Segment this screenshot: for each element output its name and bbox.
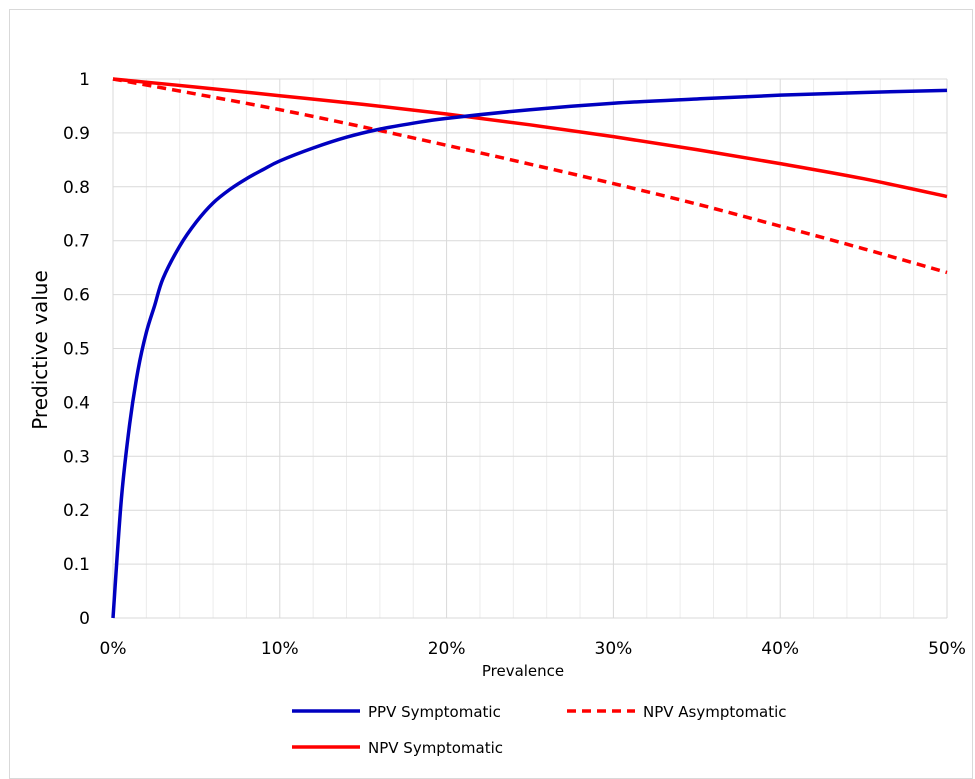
x-tick-label: 40%: [761, 639, 799, 659]
y-axis-title: Predictive value: [28, 270, 52, 430]
x-tick-label: 10%: [261, 639, 299, 659]
y-tick-label: 0.3: [63, 447, 90, 467]
legend-label-ppv-symptomatic: PPV Symptomatic: [368, 703, 501, 721]
x-tick-label: 50%: [928, 639, 966, 659]
x-axis-title: Prevalence: [482, 662, 564, 680]
x-tick-label: 0%: [100, 639, 127, 659]
chart-frame: [9, 9, 973, 779]
y-tick-label: 0.2: [63, 501, 90, 521]
y-tick-label: 0.9: [63, 124, 90, 144]
series-line-npv-asymptomatic: [112, 77, 948, 275]
legend-label-npv-asymptomatic: NPV Asymptomatic: [643, 703, 787, 721]
y-tick-label: 0: [79, 609, 90, 629]
series-line-ppv-symptomatic: [111, 88, 948, 619]
x-tick-label: 20%: [428, 639, 466, 659]
y-tick-label: 0.7: [63, 232, 90, 252]
series-line-npv-symptomatic: [112, 77, 948, 199]
y-tick-labels: 0 0.1 0.2 0.3 0.4 0.5 0.6 0.7 0.8 0.9 1: [63, 70, 90, 629]
x-tick-labels: 0% 10% 20% 30% 40% 50%: [100, 639, 966, 659]
x-tick-label: 30%: [595, 639, 633, 659]
y-tick-label: 0.6: [63, 286, 90, 306]
y-tick-label: 0.4: [63, 393, 90, 413]
y-tick-label: 0.5: [63, 340, 90, 360]
series-layer: [111, 77, 948, 619]
legend-label-npv-symptomatic: NPV Symptomatic: [368, 739, 503, 757]
y-tick-label: 0.8: [63, 178, 90, 198]
major-gridlines: [112, 78, 948, 619]
y-tick-label: 1: [79, 70, 90, 90]
y-tick-label: 0.1: [63, 555, 90, 575]
legend: PPV Symptomatic NPV Asymptomatic NPV Sympt…: [292, 703, 787, 757]
